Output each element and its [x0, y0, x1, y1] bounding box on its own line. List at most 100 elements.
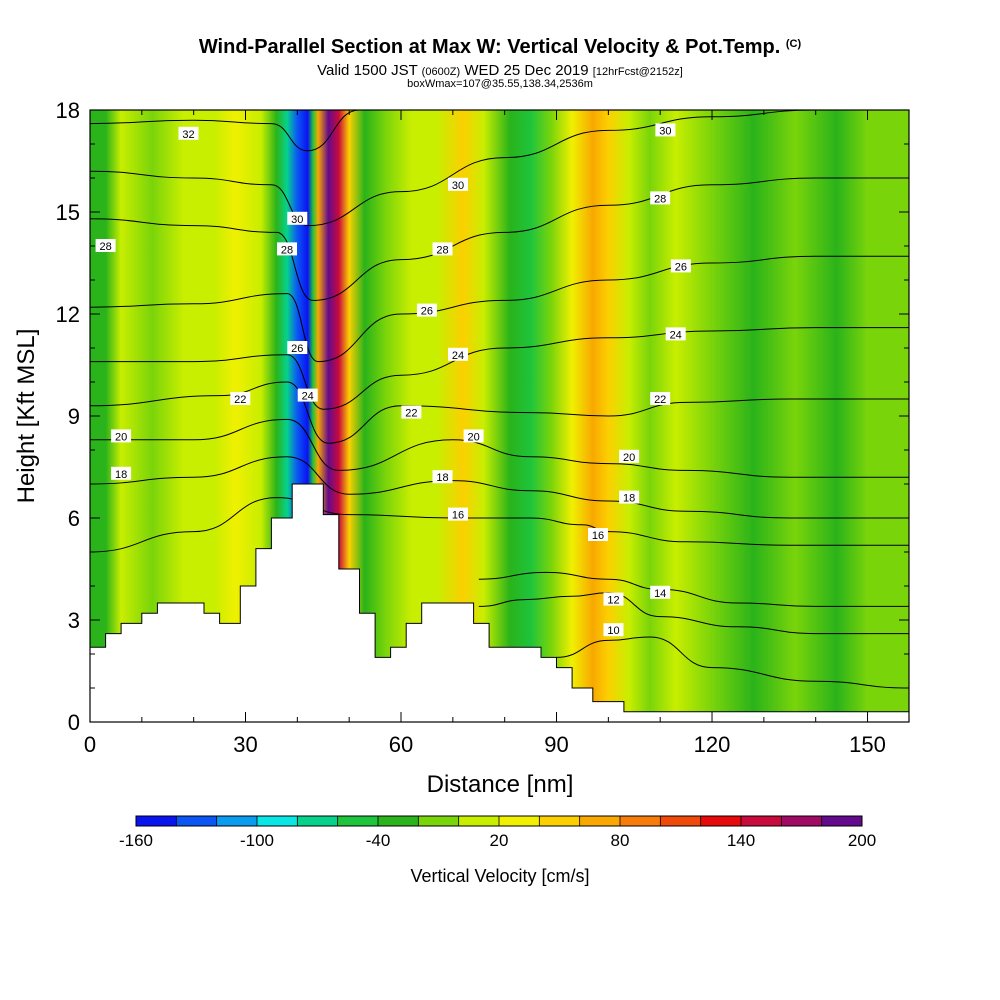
colorbar-swatch: [378, 816, 419, 826]
theta-contour-30: [90, 110, 909, 227]
contour-label-box: [655, 123, 676, 137]
contour-label-box: [111, 466, 132, 480]
contour-label-box: [432, 470, 453, 484]
colorbar-tick-label: -40: [366, 831, 391, 850]
colorbar-swatch: [216, 816, 258, 826]
contour-label-box: [287, 211, 308, 225]
contour-label-box: [665, 327, 686, 341]
x-tick-label: 150: [849, 732, 886, 757]
contour-label-box: [230, 392, 251, 405]
colorbar-swatch: [499, 816, 540, 826]
contour-label-text: 28: [99, 241, 111, 253]
contour-label: 22: [230, 392, 251, 406]
contour-label-box: [619, 490, 640, 504]
contour-label-box: [95, 239, 116, 252]
plot-area: 32 28 30 28 26 24 22 20 18 30 28 26 24 22 20 18 16 30 28 26…: [89, 109, 910, 723]
contour-label: 26: [416, 303, 437, 318]
colorbar-frame: [135, 815, 863, 827]
theta-contours: [90, 110, 909, 689]
x-tick-label: 90: [544, 732, 568, 757]
y-tick-label: 12: [56, 302, 80, 327]
colorbar-tick-label: 140: [727, 831, 755, 850]
contour-label-text: 26: [675, 261, 687, 273]
contour-label-box: [650, 392, 671, 405]
contour-label-text: 22: [405, 408, 417, 420]
contour-label: 30: [287, 211, 308, 226]
colorbar-swatch: [539, 816, 580, 826]
colorbar-swatch: [176, 816, 217, 826]
contour-label-text: 30: [659, 125, 671, 137]
theta-contour-10: [556, 636, 909, 689]
contour-label: 12: [603, 592, 624, 607]
contour-label-text: 22: [654, 394, 666, 406]
contour-label-text: 26: [291, 343, 303, 355]
chart-title: Wind-Parallel Section at Max W: Vertical…: [198, 36, 802, 58]
colorbar-swatch: [136, 816, 177, 826]
x-tick-label: 60: [389, 732, 413, 757]
contour-labels: 32 28 30 28 26 24 22 20 18 30 28 26 24 22 20 18 16 30 28 26…: [95, 123, 691, 637]
contour-label-box: [287, 341, 308, 354]
contour-label: 20: [619, 449, 640, 464]
x-tick-label: 30: [233, 732, 257, 757]
contour-label: 18: [111, 466, 132, 481]
contour-label: 28: [432, 242, 453, 256]
colorbar-swatch: [297, 816, 338, 826]
contour-label-box: [432, 242, 453, 256]
theta-contour-24: [90, 327, 909, 410]
contour-label-text: 28: [654, 193, 666, 205]
y-tick-label: 15: [56, 200, 80, 225]
contour-label-box: [603, 623, 624, 637]
contour-label-text: 12: [607, 595, 619, 607]
theta-contour-28: [90, 177, 909, 301]
contour-label: 20: [463, 429, 484, 443]
colorbar: -160 -100 -40 20 80 140 200: [119, 815, 876, 850]
vertical-velocity-field: [90, 110, 909, 722]
contour-label-text: 18: [623, 493, 635, 505]
contour-label-box: [603, 592, 624, 606]
contour-label-text: 20: [467, 431, 479, 443]
y-axis: 0 3 6 9 12 15 18: [56, 98, 909, 735]
contour-label: 32: [178, 126, 199, 141]
contour-label-text: 18: [436, 472, 448, 484]
theta-contour-16: [90, 497, 909, 553]
contour-label-text: 22: [234, 394, 246, 406]
colorbar-swatch: [660, 816, 701, 826]
contour-label: 26: [670, 259, 691, 273]
theta-contour-26: [90, 255, 909, 363]
contour-label-text: 20: [623, 452, 635, 464]
contour-label-box: [619, 449, 640, 463]
y-tick-label: 6: [68, 506, 80, 531]
contour-label-text: 24: [670, 329, 682, 341]
contour-label-text: 30: [291, 214, 303, 226]
contour-label-box: [277, 242, 297, 256]
contour-label: 30: [655, 123, 676, 137]
x-tick-label: 120: [694, 732, 731, 757]
contour-label-text: 16: [452, 510, 464, 522]
theta-contour-18: [90, 456, 909, 519]
contour-label: 24: [665, 327, 686, 341]
chart-subtitle: Valid 1500 JST (0600Z) WED 25 Dec 2019 […: [317, 62, 683, 79]
contour-label-text: 10: [607, 625, 619, 637]
contour-label-box: [111, 429, 132, 443]
theta-contour-14: [478, 571, 909, 607]
contour-label: 22: [401, 405, 422, 420]
colorbar-swatch: [700, 816, 742, 826]
contour-label-box: [588, 528, 608, 541]
contour-label: 28: [277, 242, 297, 256]
contour-label-text: 24: [452, 350, 464, 362]
theta-contour-20: [90, 418, 909, 478]
contour-label: 16: [448, 507, 468, 522]
contour-label-text: 14: [654, 588, 666, 600]
contour-label-text: 16: [592, 530, 604, 542]
contour-label-box: [448, 177, 468, 191]
colorbar-swatch: [458, 816, 500, 826]
contour-label: 18: [619, 490, 640, 505]
colorbar-tick-label: 80: [611, 831, 630, 850]
contour-label-text: 28: [436, 244, 448, 256]
contour-label-text: 24: [302, 391, 314, 403]
y-axis-label: Height [Kft MSL]: [13, 329, 40, 504]
contour-label: 24: [448, 347, 468, 362]
contour-label-box: [401, 405, 422, 419]
contour-label-box: [297, 388, 318, 402]
y-tick-label: 18: [56, 98, 80, 123]
